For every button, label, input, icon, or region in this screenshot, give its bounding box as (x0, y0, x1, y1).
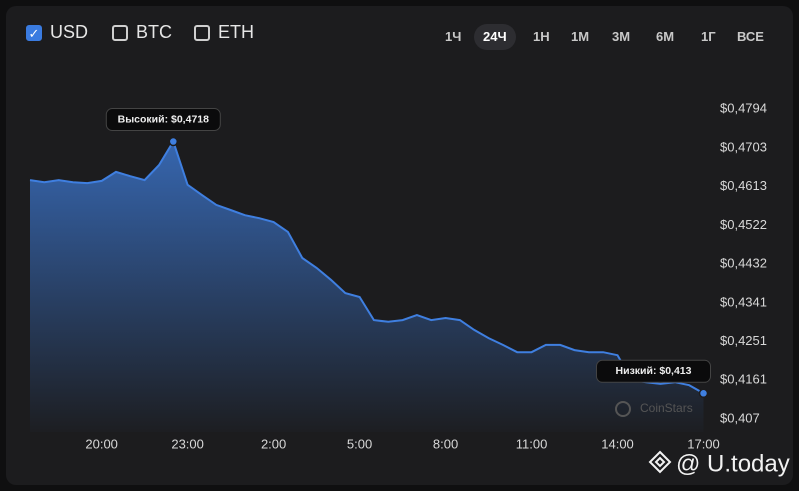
x-tick-label: 8:00 (433, 436, 458, 451)
source: @ U.today (676, 450, 790, 477)
annotation-box (596, 359, 712, 383)
range-button[interactable]: 24Ч (474, 24, 516, 50)
checkbox[interactable] (194, 24, 210, 41)
y-tick-label: $0,4522 (720, 217, 767, 232)
x-tick-label: 5:00 (347, 436, 372, 451)
y-tick-label: $0,4432 (720, 255, 767, 270)
y-tick-label: $0,4794 (720, 100, 767, 115)
checkbox[interactable]: ✓ (26, 24, 42, 41)
currency-toggle[interactable]: BTC (112, 22, 172, 43)
currency-label: ETH (218, 22, 254, 42)
x-tick-label: 17:00 (687, 436, 720, 451)
y-tick-label: $0,4703 (720, 139, 767, 154)
currency-toggle[interactable]: ✓ USD (26, 22, 88, 43)
area-fill (30, 141, 704, 432)
annotation: Низкий: $0,413 (616, 365, 692, 377)
x-tick-label: 14:00 (601, 436, 634, 451)
range-button[interactable]: 1Г (701, 29, 716, 44)
currency-label: USD (50, 22, 89, 42)
annotation: Высокий: $0,4718 (118, 113, 209, 125)
y-tick-label: $0,4251 (720, 333, 767, 348)
y-tick-label: $0,407 (720, 410, 760, 425)
price-line (29, 139, 704, 395)
currency-label: BTC (136, 22, 172, 42)
x-tick-label: 2:00 (261, 436, 286, 451)
currency-toggle[interactable]: ETH (194, 22, 254, 43)
checkbox[interactable] (112, 24, 128, 41)
range-button[interactable]: 6М (656, 29, 675, 44)
y-tick-label: $0,4613 (720, 178, 767, 193)
extreme-point (168, 136, 179, 147)
y-tick-label: $0,4161 (720, 371, 767, 386)
x-tick-label: 23:00 (171, 436, 204, 451)
annotation-box (105, 108, 221, 132)
x-tick-label: 20:00 (85, 436, 118, 451)
range-button[interactable]: 1Н (533, 29, 550, 44)
source-icon (648, 450, 672, 474)
watermark: CoinStars (640, 401, 693, 415)
range-button[interactable]: ВСЕ (737, 29, 764, 44)
y-tick-label: $0,4341 (720, 294, 767, 309)
range-button[interactable]: 1М (571, 29, 590, 44)
range-button[interactable]: 3М (612, 29, 631, 44)
watermark-icon (615, 401, 631, 417)
extreme-point (698, 388, 709, 399)
range-button[interactable]: 1Ч (445, 29, 462, 44)
x-tick-label: 11:00 (516, 436, 548, 451)
